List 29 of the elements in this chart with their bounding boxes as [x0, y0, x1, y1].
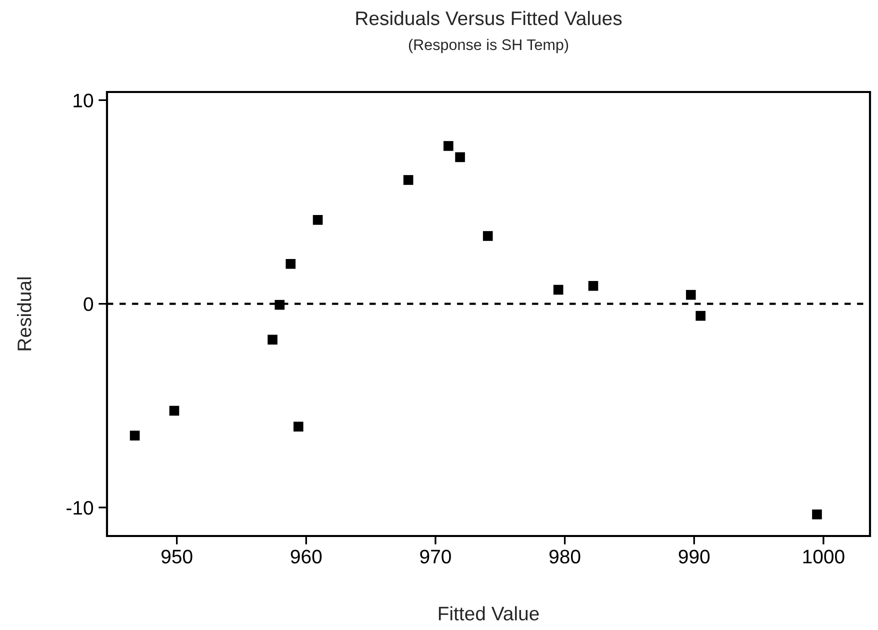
chart-title: Residuals Versus Fitted Values	[356, 10, 622, 26]
point	[274, 300, 285, 310]
point	[268, 334, 278, 345]
y-tick-label: -10	[66, 500, 94, 515]
x-tick-label: 980	[549, 550, 580, 564]
x-tick-label: 970	[420, 550, 451, 564]
point	[553, 284, 564, 295]
point	[588, 280, 598, 291]
point	[482, 231, 493, 241]
point	[812, 510, 822, 520]
chart-subtitle: (Response is SH Temp)	[408, 38, 568, 54]
point	[286, 258, 296, 269]
point	[403, 175, 414, 185]
x-tick-label: 1000	[803, 550, 844, 564]
point	[686, 290, 696, 300]
x-axis-title: Fitted Value	[438, 606, 539, 620]
point	[444, 141, 454, 151]
y-tick-label: 10	[74, 94, 94, 108]
point	[455, 152, 465, 162]
y-axis-title: Residual	[17, 277, 32, 350]
point	[696, 310, 706, 321]
point	[130, 430, 140, 440]
x-tick-label: 960	[290, 550, 322, 564]
x-tick-label: 990	[678, 550, 710, 564]
point	[312, 214, 323, 225]
point	[293, 422, 304, 432]
point	[169, 406, 180, 416]
x-tick-label: 950	[162, 550, 192, 564]
y-tick-label: 0	[84, 297, 94, 312]
